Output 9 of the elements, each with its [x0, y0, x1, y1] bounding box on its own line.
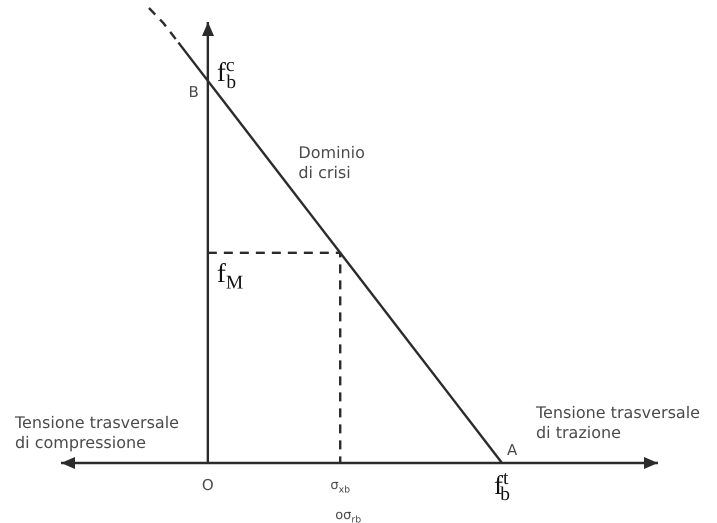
text: oσ$_{rb}$ [335, 508, 362, 523]
annotation: Tensione trasversale di compressione [15, 413, 180, 453]
text: Tensione trasversale di trazione [536, 403, 701, 443]
x-tick-label: O [202, 476, 214, 494]
annotation: f$_{M}$ [216, 258, 244, 294]
series-label: Dominio di crisi [298, 143, 366, 184]
x-tick-label: σ$_{xb}$ [330, 478, 350, 496]
annotation: B [188, 82, 199, 101]
annotation: A [507, 441, 518, 459]
